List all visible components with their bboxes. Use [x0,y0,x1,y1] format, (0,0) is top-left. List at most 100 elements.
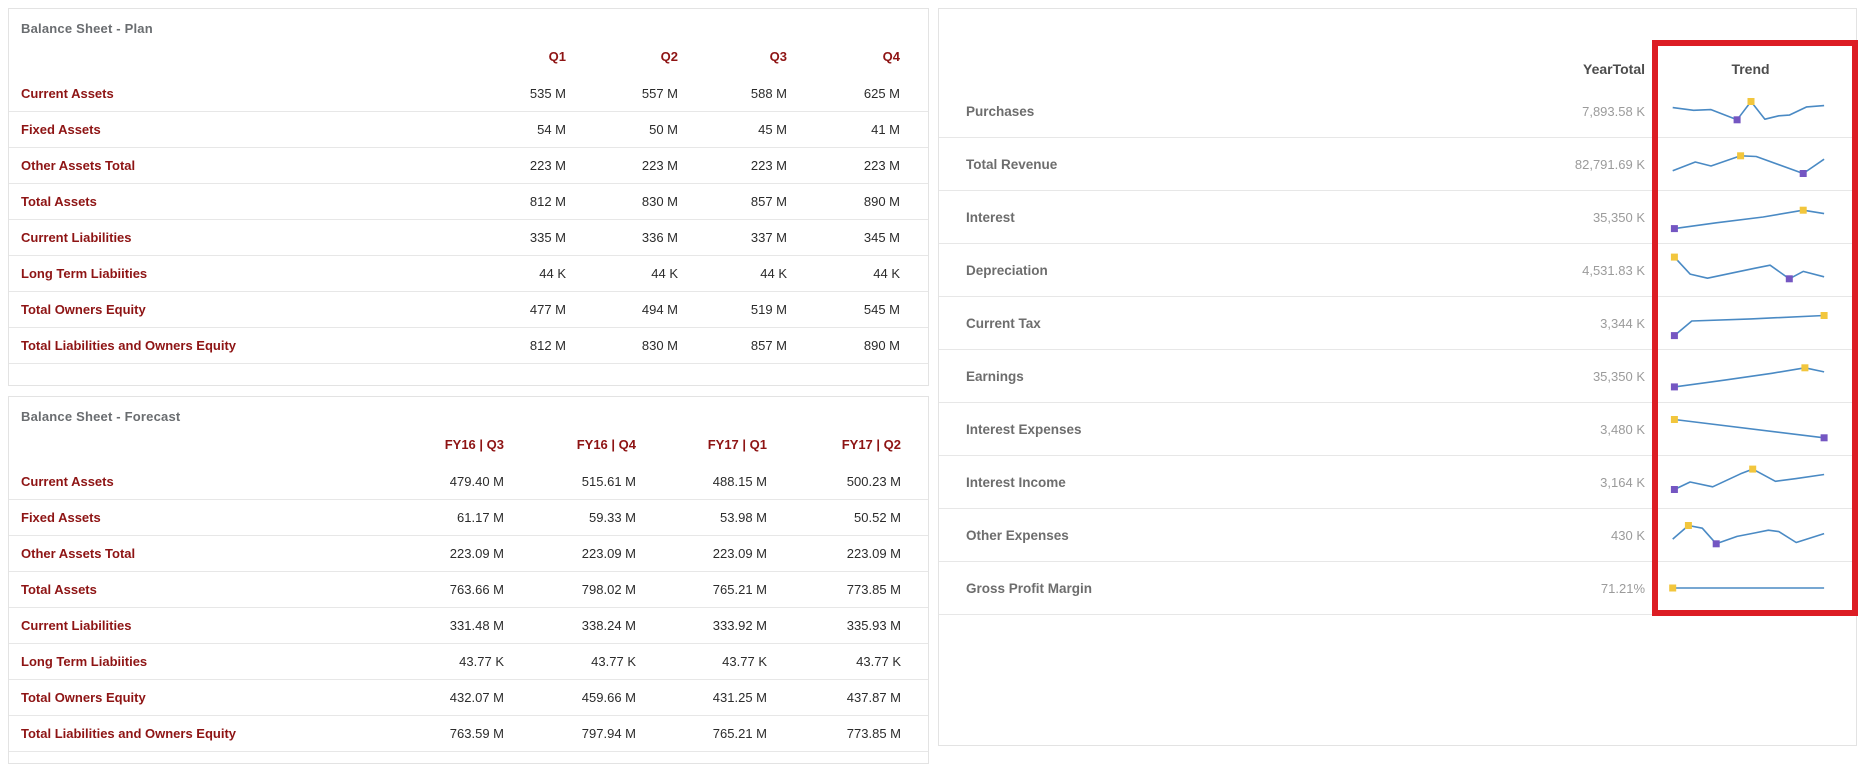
cell-value: 830 M [641,338,678,353]
trend-sparkline [1668,584,1824,592]
table-row: Other Assets Total 223.09 M 223.09 M 223.09… [9,536,928,572]
trend-sparkline [1671,152,1825,177]
cell-value: 432.07 M [449,690,504,705]
row-label: Current Liabilities [21,230,132,245]
cell-value: 54 M [537,122,566,137]
row-label: Current Liabilities [21,618,132,633]
cell-value: 44 K [651,266,678,281]
cell-value: 798.02 M [581,582,636,597]
table-row: Fixed Assets 61.17 M 59.33 M 53.98 M 50.52 M [9,500,928,536]
cell-value: 345 M [863,230,900,245]
kpi-label: Interest [966,209,1015,225]
table-row: Current Liabilities 331.48 M 338.24 M 333.9… [9,608,928,644]
row-label: Other Assets Total [21,546,136,561]
kpi-trend-cell [1645,244,1856,296]
max-marker [1670,416,1678,423]
trend-sparkline [1670,465,1824,493]
yeartotal-column-header: YearTotal [1583,61,1645,77]
cell-value: 44 K [539,266,566,281]
max-marker [1820,312,1828,319]
kpi-yeartotal-value: 3,344 K [1600,315,1645,331]
cell-value: 459.66 M [581,690,636,705]
cell-value: 223 M [529,158,566,173]
trend-column-header: Trend [1731,61,1770,77]
cell-value: 43.77 K [722,654,767,669]
cell-value: 44 K [873,266,900,281]
kpi-trend-cell [1645,191,1856,243]
column-header-q3: Q3 [769,48,787,64]
kpi-yeartotal-value: 4,531.83 K [1582,262,1645,278]
cell-value: 479.40 M [449,474,504,489]
kpi-header-row: YearTotal Trend [939,9,1856,85]
table-row: Total Owners Equity 477 M 494 M 519 M 545 M [9,292,928,328]
row-label: Total Liabilities and Owners Equity [21,338,237,353]
column-header-q4: Q4 [882,48,900,64]
kpi-trend-cell [1645,85,1856,137]
min-marker [1733,116,1741,124]
cell-value: 765.21 M [712,726,767,741]
cell-value: 335 M [529,230,566,245]
trend-sparkline [1670,253,1824,283]
min-marker [1785,275,1793,283]
kpi-row: Depreciation 4,531.83 K [939,244,1856,297]
min-marker [1799,170,1807,177]
trend-sparkline [1671,522,1824,548]
kpi-trend-cell [1645,562,1856,614]
cell-value: 557 M [641,86,678,101]
cell-value: 812 M [529,194,566,209]
table-row: Current Assets 479.40 M 515.61 M 488.15 M 50… [9,464,928,500]
kpi-label: Total Revenue [966,156,1058,172]
row-label: Total Owners Equity [21,302,146,317]
cell-value: 43.77 K [459,654,504,669]
cell-value: 223 M [750,158,787,173]
cell-value: 812 M [529,338,566,353]
cell-value: 223.09 M [712,546,767,561]
cell-value: 223.09 M [581,546,636,561]
cell-value: 494 M [641,302,678,317]
min-marker [1670,332,1678,340]
kpi-label: Other Expenses [966,527,1069,543]
trend-sparkline [1670,416,1828,442]
cell-value: 335.93 M [846,618,901,633]
kpi-body: Purchases 7,893.58 K Total Revenue 82,791.6… [939,85,1856,615]
cell-value: 830 M [641,194,678,209]
kpi-yeartotal-value: 35,350 K [1592,368,1645,384]
cell-value: 337 M [750,230,787,245]
kpi-row: Total Revenue 82,791.69 K [939,138,1856,191]
table-header-row: Q1 Q2 Q3 Q4 [9,36,928,76]
cell-value: 535 M [529,86,566,101]
kpi-trend-cell [1645,509,1856,561]
table-row: Total Assets 812 M 830 M 857 M 890 M [9,184,928,220]
max-marker [1684,522,1692,529]
min-marker [1820,434,1828,442]
max-marker [1736,152,1744,160]
cell-value: 625 M [863,86,900,101]
trend-sparkline [1670,364,1824,391]
trend-sparkline [1670,206,1824,233]
table-row: Long Term Liabiities 43.77 K 43.77 K 43.77 … [9,644,928,680]
cell-value: 890 M [863,338,900,353]
cell-value: 519 M [750,302,787,317]
column-header-q1: Q1 [548,48,566,64]
cell-value: 773.85 M [846,582,901,597]
balance-sheet-forecast-card: Balance Sheet - Forecast FY16 | Q3 FY16 … [8,396,929,764]
kpi-row: Purchases 7,893.58 K [939,85,1856,138]
cell-value: 223 M [641,158,678,173]
row-label: Current Assets [21,474,114,489]
kpi-yeartotal-value: 7,893.58 K [1582,103,1645,119]
cell-value: 59.33 M [589,510,636,525]
kpi-trend-cell [1645,138,1856,190]
min-marker [1670,486,1678,493]
cell-value: 500.23 M [846,474,901,489]
kpi-row: Earnings 35,350 K [939,350,1856,403]
table-body: Current Assets 535 M 557 M 588 M 625 M Fixed … [9,76,928,364]
table-row: Total Liabilities and Owners Equity 763.5… [9,716,928,752]
kpi-trend-cell [1645,350,1856,402]
column-header-fy17q2: FY17 | Q2 [841,436,901,452]
kpi-label: Interest Expenses [966,421,1082,437]
max-marker [1800,364,1808,372]
cell-value: 61.17 M [457,510,504,525]
cell-value: 857 M [750,338,787,353]
kpi-label: Depreciation [966,262,1048,278]
cell-value: 333.92 M [712,618,767,633]
